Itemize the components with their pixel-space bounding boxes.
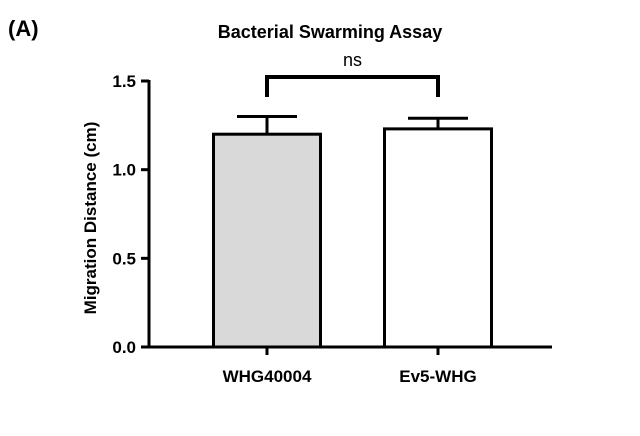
- y-tick-label: 0.0: [112, 338, 136, 357]
- bar-whg40004: [212, 132, 322, 349]
- y-tick-label: 0.5: [112, 249, 136, 268]
- tick-labels: 0.0 0.5 1.0 1.5 WHG40004 Ev5-WHG: [112, 72, 476, 386]
- panel-label: (A): [8, 16, 39, 41]
- bracket-line: [265, 75, 440, 97]
- significance-label: ns: [343, 50, 362, 70]
- y-axis-label: Migration Distance (cm): [81, 122, 100, 315]
- error-bars: [237, 114, 468, 135]
- x-tick-label: Ev5-WHG: [399, 367, 476, 386]
- bar-ev5-whg: [383, 127, 493, 349]
- chart-title: Bacterial Swarming Assay: [218, 22, 442, 42]
- x-tick-label: WHG40004: [223, 367, 312, 386]
- bars: [212, 127, 493, 349]
- y-tick-label: 1.5: [112, 72, 136, 91]
- significance-bracket: ns: [265, 50, 440, 97]
- y-tick-label: 1.0: [112, 161, 136, 180]
